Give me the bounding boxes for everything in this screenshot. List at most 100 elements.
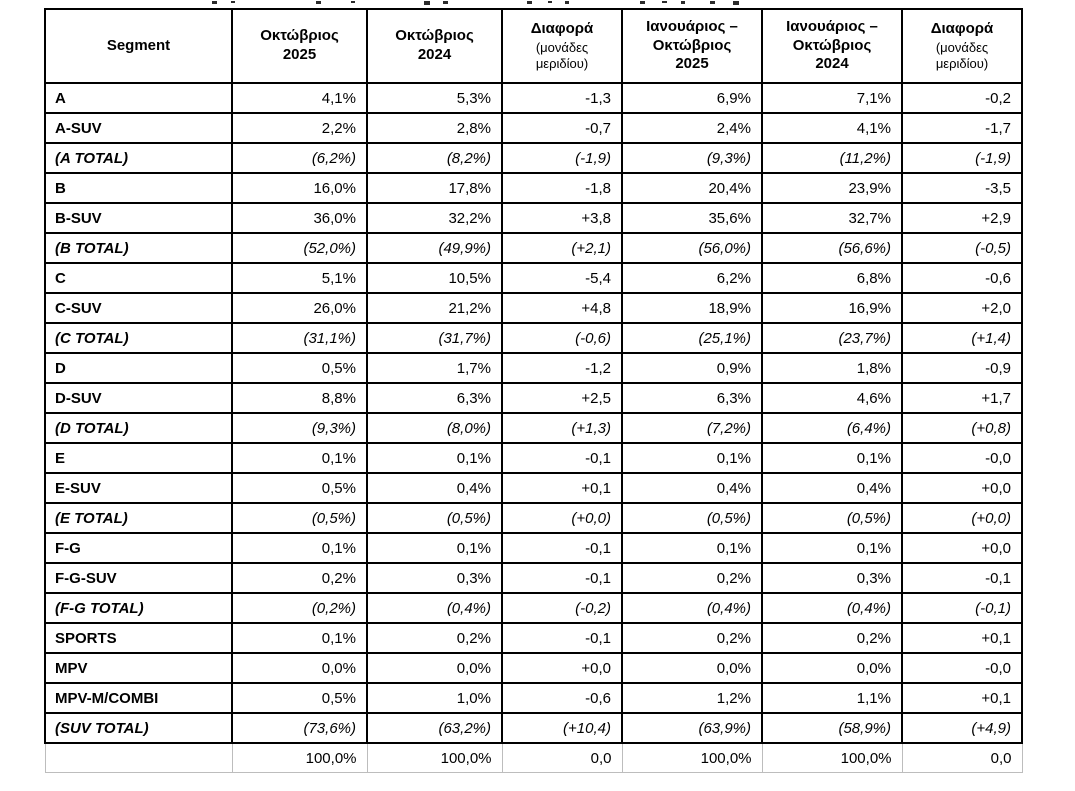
value-cell: 32,7%	[761, 202, 903, 234]
value-cell: -0,1	[501, 442, 623, 474]
value-cell: 7,1%	[761, 82, 903, 114]
value-cell: -0,1	[501, 622, 623, 654]
value-cell: 0,1%	[621, 532, 763, 564]
header-title: Οκτώβριος 2025	[260, 27, 339, 63]
segment-cell: (C TOTAL)	[44, 322, 233, 354]
value-cell: 5,3%	[366, 82, 503, 114]
value-cell: +1,7	[901, 382, 1023, 414]
value-cell: 0,0%	[621, 652, 763, 684]
value-cell: (0,4%)	[366, 592, 503, 624]
value-cell: (7,2%)	[621, 412, 763, 444]
table-row: (D TOTAL) (9,3%) (8,0%) (+1,3) (7,2%) (6,4%)(…	[44, 412, 1023, 444]
value-cell: (-1,9)	[901, 142, 1023, 174]
value-cell: (6,4%)	[761, 412, 903, 444]
header-title: Ιανουάριος – Οκτώβριος 2025	[646, 17, 738, 73]
value-cell: 2,4%	[621, 112, 763, 144]
value-cell: 16,0%	[231, 172, 368, 204]
value-cell: +2,0	[901, 292, 1023, 324]
segment-cell: D	[44, 352, 233, 384]
value-cell: +2,5	[501, 382, 623, 414]
segment-cell: A-SUV	[44, 112, 233, 144]
value-cell: 6,9%	[621, 82, 763, 114]
value-cell: (0,5%)	[231, 502, 368, 534]
value-cell: (+4,9)	[901, 712, 1023, 744]
value-cell: (0,4%)	[761, 592, 903, 624]
segment-cell	[44, 742, 233, 773]
table-row: (A TOTAL) (6,2%) (8,2%) (-1,9) (9,3%) (11,2%)…	[44, 142, 1023, 174]
value-cell: 0,2%	[761, 622, 903, 654]
segment-cell: A	[44, 82, 233, 114]
value-cell: 0,0%	[761, 652, 903, 684]
value-cell: (+10,4)	[501, 712, 623, 744]
value-cell: (56,6%)	[761, 232, 903, 264]
table-row: (E TOTAL) (0,5%) (0,5%) (+0,0) (0,5%) (0,5%)(…	[44, 502, 1023, 534]
value-cell: 6,8%	[761, 262, 903, 294]
value-cell: (+1,3)	[501, 412, 623, 444]
value-cell: (8,2%)	[366, 142, 503, 174]
value-cell: +0,1	[901, 682, 1023, 714]
header-cell-jan_oct_2024: Ιανουάριος – Οκτώβριος 2024	[761, 8, 903, 84]
segment-cell: E-SUV	[44, 472, 233, 504]
segment-cell: MPV-M/COMBI	[44, 682, 233, 714]
value-cell: (0,5%)	[621, 502, 763, 534]
value-cell: 1,8%	[761, 352, 903, 384]
table-row: B 16,0% 17,8% -1,8 20,4% 23,9% -3,5	[44, 172, 1023, 204]
value-cell: 0,1%	[366, 442, 503, 474]
table-row: (SUV TOTAL) (73,6%) (63,2%) (+10,4) (63,9%)(…	[44, 712, 1023, 744]
value-cell: (+0,0)	[901, 502, 1023, 534]
value-cell: (49,9%)	[366, 232, 503, 264]
value-cell: 0,3%	[366, 562, 503, 594]
value-cell: (0,4%)	[621, 592, 763, 624]
value-cell: (58,9%)	[761, 712, 903, 744]
value-cell: -0,0	[901, 442, 1023, 474]
segment-cell: C	[44, 262, 233, 294]
header-cell-diff_month: Διαφορά (μονάδες μεριδίου)	[501, 8, 623, 84]
segment-cell: B-SUV	[44, 202, 233, 234]
table-row: F-G 0,1% 0,1% -0,1 0,1% 0,1% +0,0	[44, 532, 1023, 564]
value-cell: 16,9%	[761, 292, 903, 324]
value-cell: (11,2%)	[761, 142, 903, 174]
value-cell: 1,2%	[621, 682, 763, 714]
value-cell: 100,0%	[231, 742, 368, 773]
segment-cell: SPORTS	[44, 622, 233, 654]
table-row: E-SUV 0,5% 0,4% +0,1 0,4% 0,4% +0,0	[44, 472, 1023, 504]
value-cell: 6,2%	[621, 262, 763, 294]
segment-cell: F-G-SUV	[44, 562, 233, 594]
value-cell: -1,3	[501, 82, 623, 114]
value-cell: (-0,1)	[901, 592, 1023, 624]
table-row: E 0,1% 0,1% -0,1 0,1% 0,1% -0,0	[44, 442, 1023, 474]
value-cell: -0,1	[501, 562, 623, 594]
table-row: C 5,1% 10,5% -5,4 6,2% 6,8% -0,6	[44, 262, 1023, 294]
value-cell: -0,9	[901, 352, 1023, 384]
header-title: Οκτώβριος 2024	[395, 27, 474, 63]
value-cell: -1,7	[901, 112, 1023, 144]
value-cell: (-0,6)	[501, 322, 623, 354]
clipped-title-remnant	[0, 0, 1075, 6]
value-cell: (-0,2)	[501, 592, 623, 624]
value-cell: 26,0%	[231, 292, 368, 324]
value-cell: 0,4%	[761, 472, 903, 504]
value-cell: 0,9%	[621, 352, 763, 384]
value-cell: 2,8%	[366, 112, 503, 144]
value-cell: 0,4%	[366, 472, 503, 504]
segment-cell: (F-G TOTAL)	[44, 592, 233, 624]
value-cell: -0,6	[501, 682, 623, 714]
value-cell: 4,1%	[761, 112, 903, 144]
value-cell: 0,2%	[231, 562, 368, 594]
value-cell: 0,1%	[761, 532, 903, 564]
table-row: (F-G TOTAL) (0,2%) (0,4%) (-0,2) (0,4%) (0,4%…	[44, 592, 1023, 624]
value-cell: 0,5%	[231, 352, 368, 384]
segment-cell: B	[44, 172, 233, 204]
table-row: D 0,5% 1,7% -1,2 0,9% 1,8% -0,9	[44, 352, 1023, 384]
table-row: (C TOTAL) (31,1%) (31,7%) (-0,6) (25,1%) (23,…	[44, 322, 1023, 354]
value-cell: (0,5%)	[366, 502, 503, 534]
segment-cell: (A TOTAL)	[44, 142, 233, 174]
value-cell: 1,0%	[366, 682, 503, 714]
value-cell: 23,9%	[761, 172, 903, 204]
value-cell: +0,0	[901, 532, 1023, 564]
header-cell-segment: Segment	[44, 8, 233, 84]
value-cell: (+0,0)	[501, 502, 623, 534]
value-cell: 18,9%	[621, 292, 763, 324]
value-cell: -0,2	[901, 82, 1023, 114]
